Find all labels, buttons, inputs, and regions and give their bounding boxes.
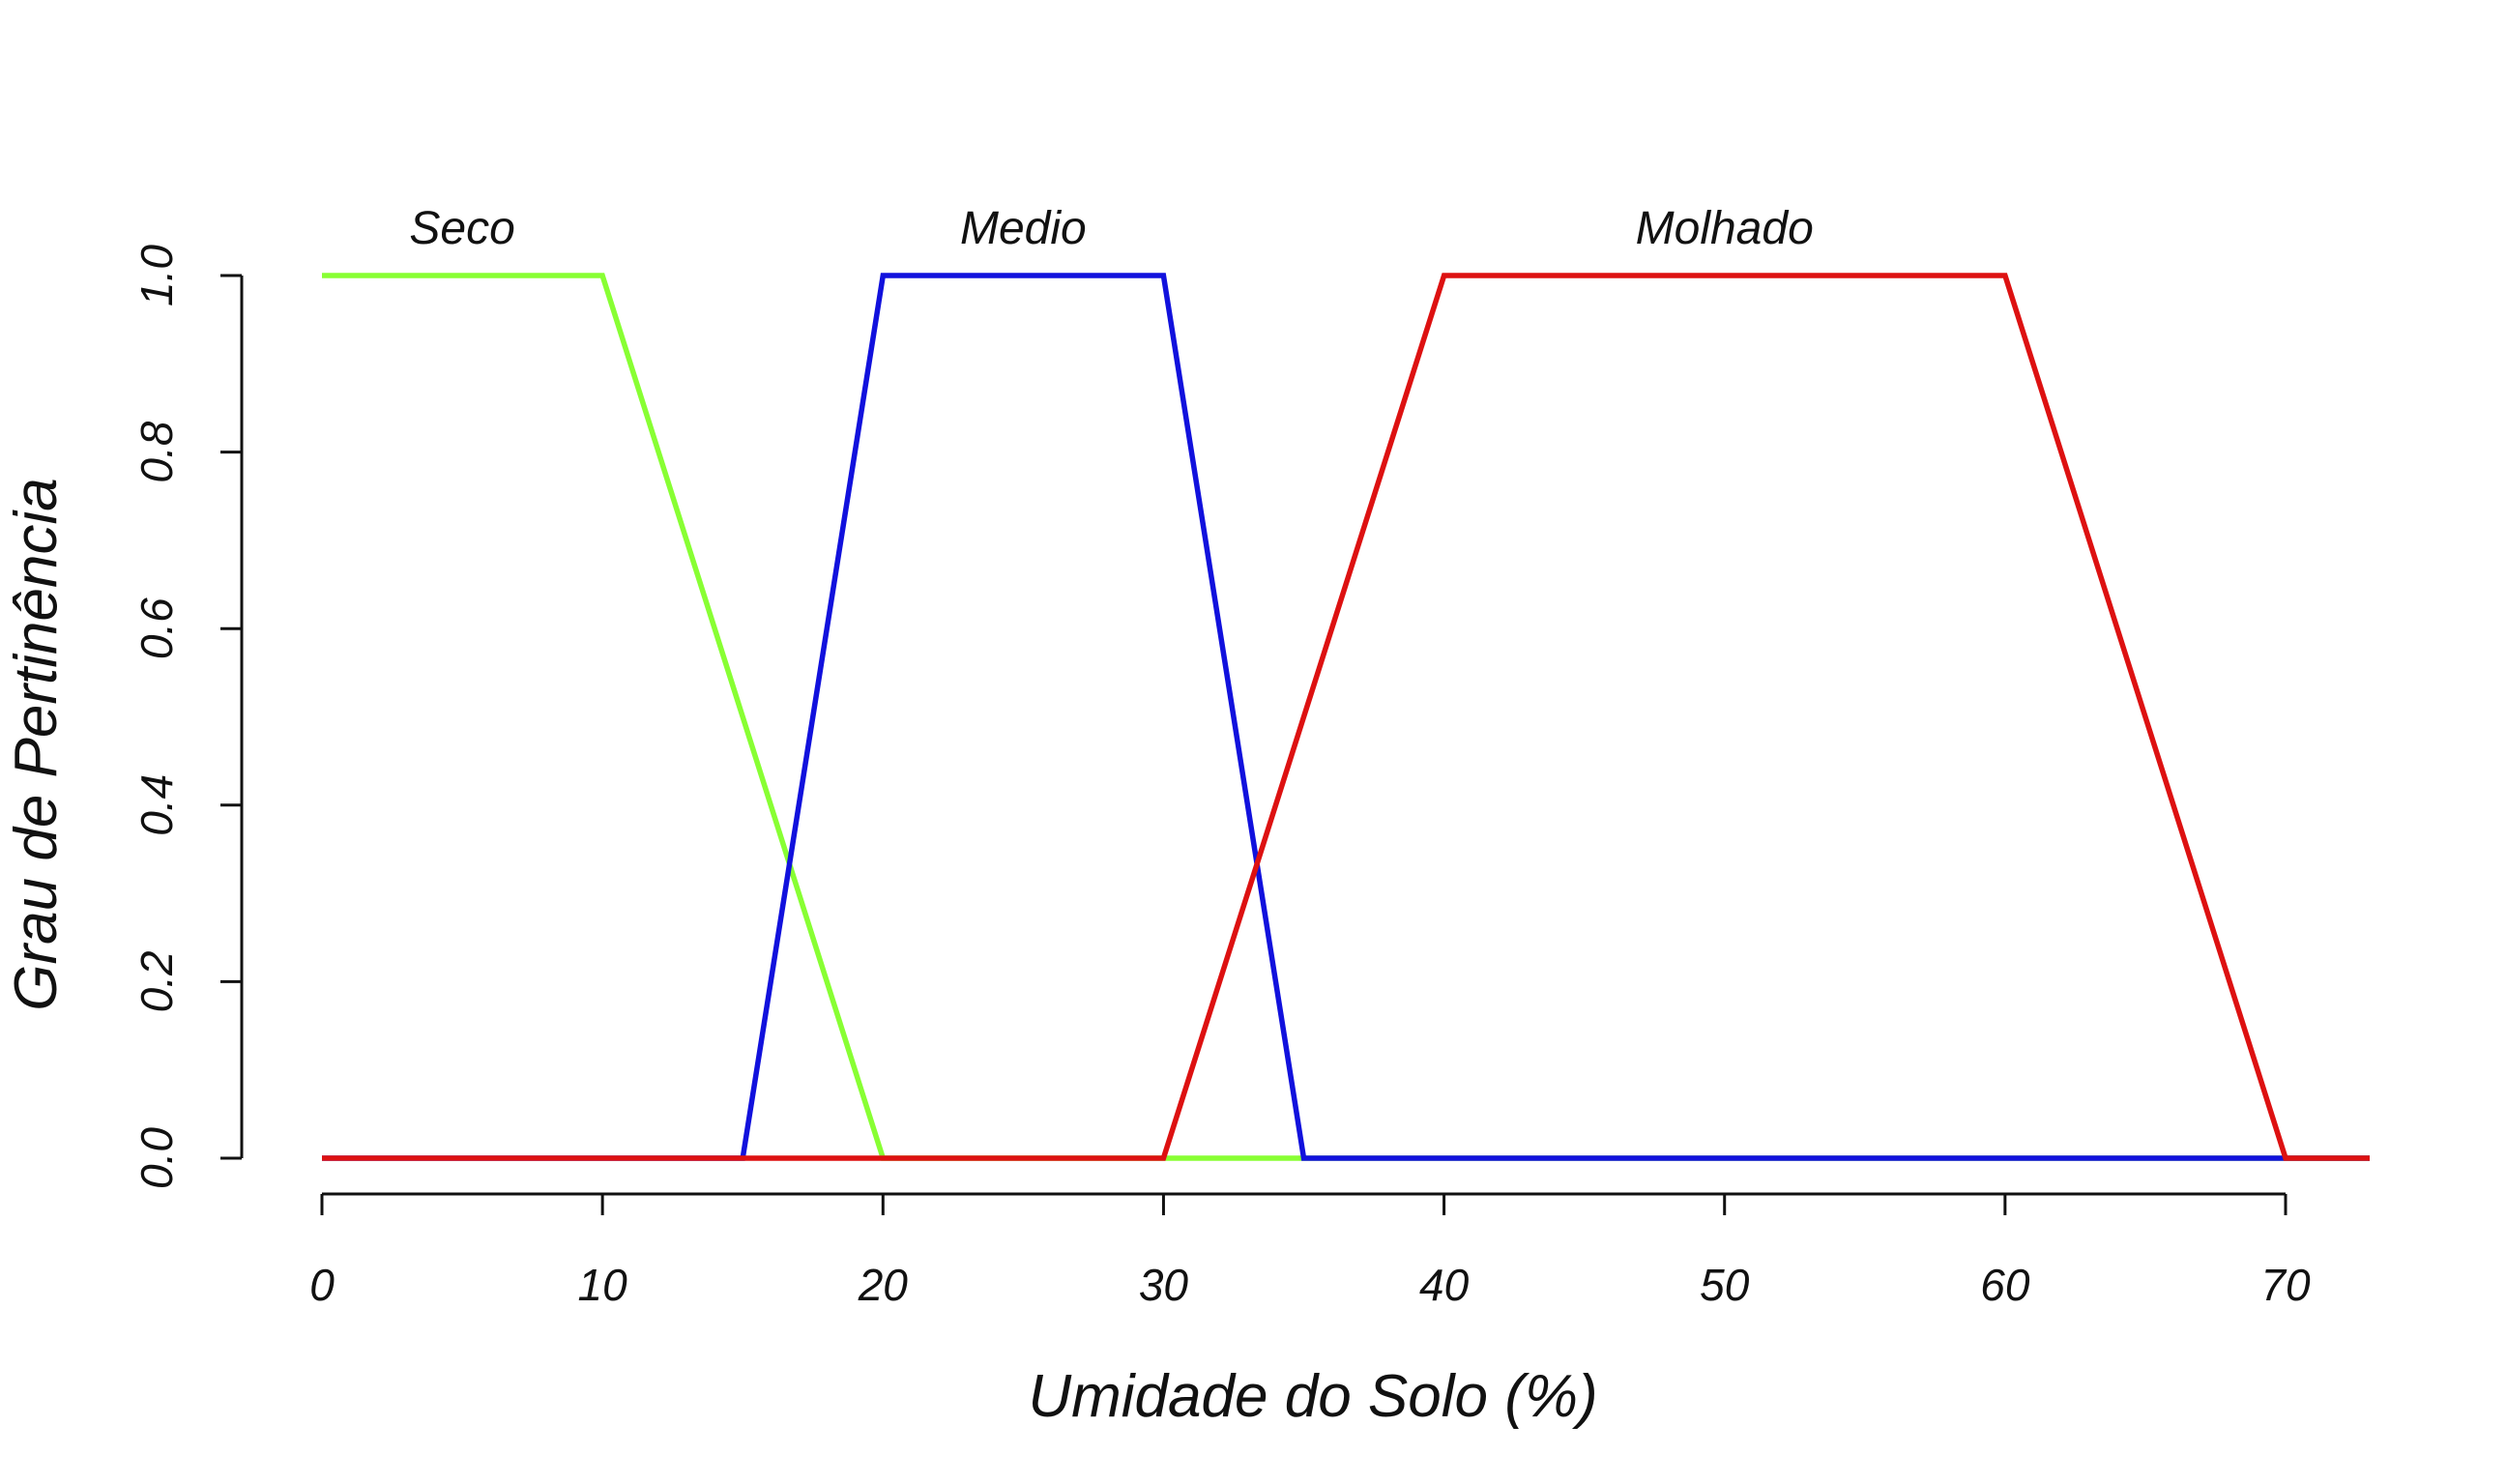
set-label-medio: Medio	[960, 203, 1087, 254]
series-layer	[322, 273, 2370, 1161]
y-axis: 0.0 0.2 0.4 0.6 0.8 1.0	[131, 245, 244, 1189]
x-tick-label: 20	[858, 1260, 909, 1310]
y-tick-label: 0.6	[131, 597, 182, 659]
x-axis-title: Umidade do Solo (%)	[1028, 1363, 1597, 1430]
set-labels: Seco Medio Molhado	[409, 203, 1813, 254]
x-tick-label: 60	[1980, 1260, 2030, 1310]
series-line-molhado	[322, 273, 2370, 1161]
y-tick-label: 1.0	[131, 245, 182, 306]
x-tick-label: 10	[578, 1260, 628, 1310]
series-line-seco	[322, 273, 2370, 1161]
x-tick-label: 0	[309, 1260, 335, 1310]
x-tick-label: 50	[1700, 1260, 1750, 1310]
series-line-medio	[322, 273, 2370, 1161]
x-axis: 0 10 20 30 40 50 60 70	[309, 1192, 2311, 1310]
x-tick-label: 40	[1419, 1260, 1470, 1310]
y-tick-label: 0.0	[131, 1127, 182, 1189]
set-label-seco: Seco	[409, 203, 514, 254]
y-axis-title: Grau de Pertinência	[3, 478, 70, 1010]
set-label-molhado: Molhado	[1636, 203, 1814, 254]
y-tick-label: 0.8	[131, 421, 182, 482]
x-tick-label: 30	[1139, 1260, 1189, 1310]
x-tick-label: 70	[2260, 1260, 2311, 1310]
y-tick-label: 0.2	[131, 950, 182, 1012]
y-tick-label: 0.4	[131, 774, 182, 836]
